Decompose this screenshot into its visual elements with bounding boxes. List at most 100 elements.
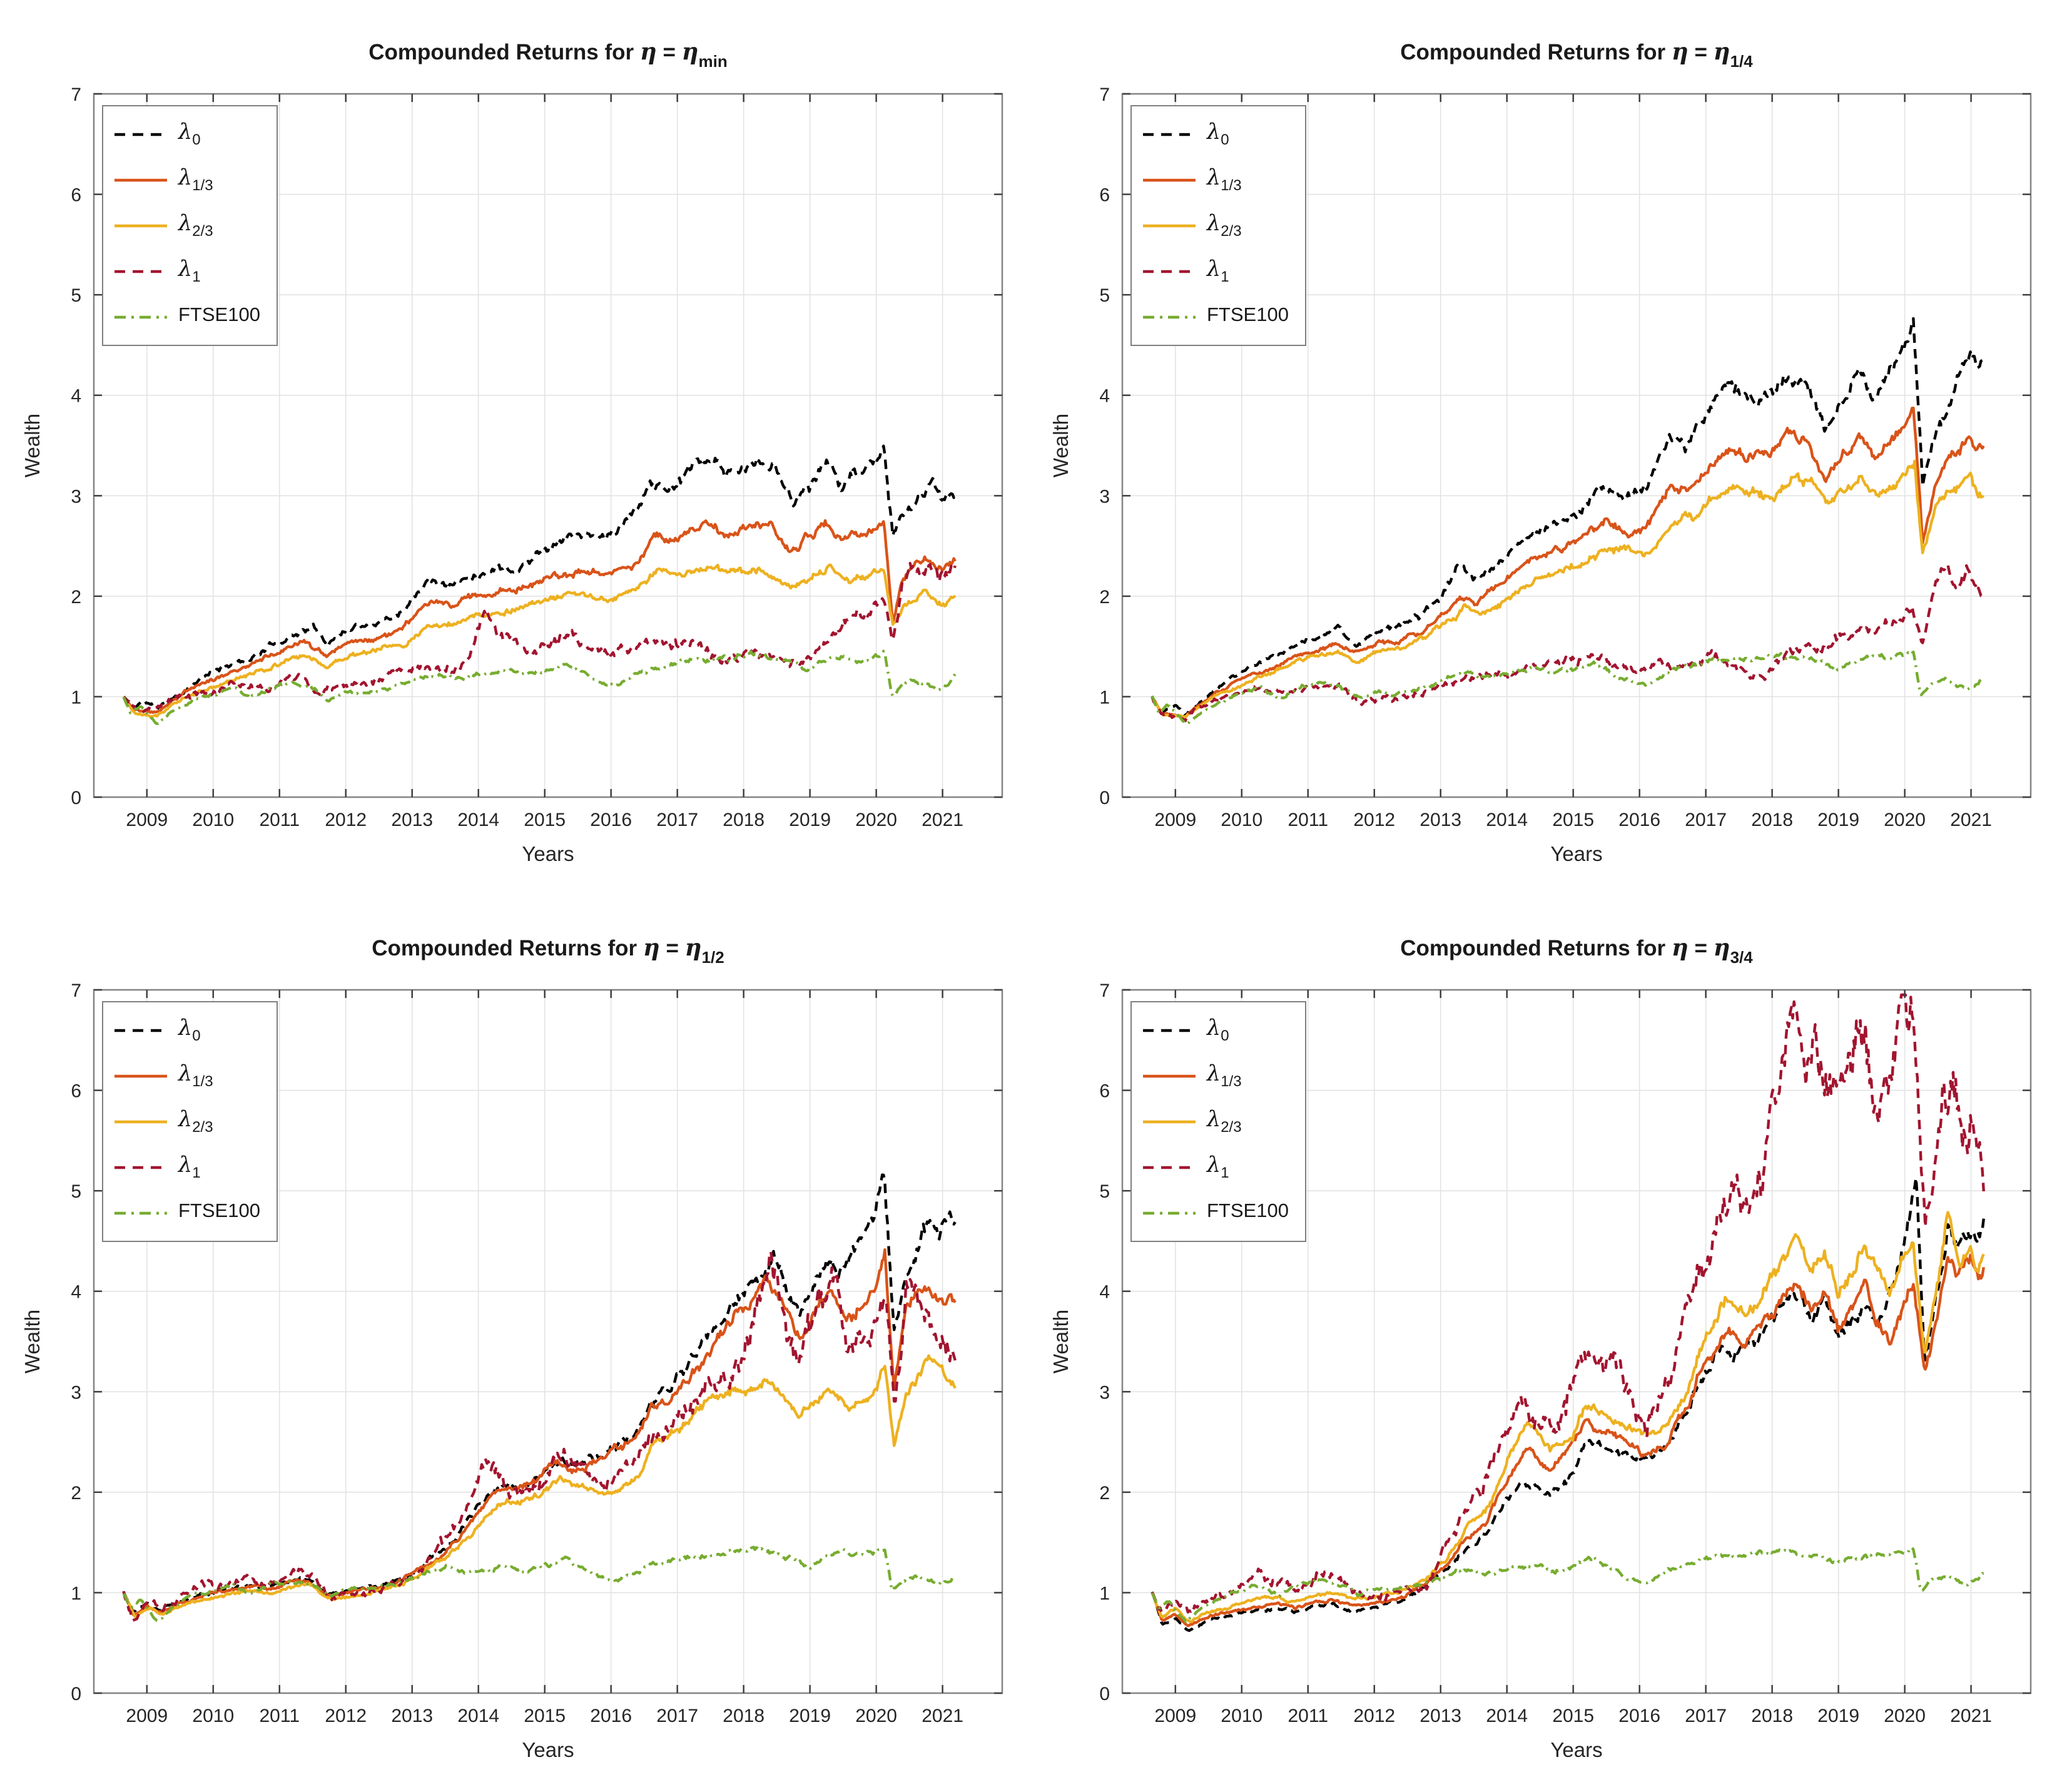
y-tick-label: 2 [1099, 1483, 1110, 1504]
grid-lines [94, 94, 1002, 797]
series-line-lambda_1 [122, 1250, 957, 1622]
legend-item-lambda_0: λ0 [1142, 111, 1289, 157]
x-tick-label: 2019 [1817, 1706, 1859, 1726]
series-line-lambda_0 [1150, 1176, 1985, 1632]
series-line-FTSE100 [1150, 1546, 1984, 1623]
x-tick-label: 2017 [656, 1706, 698, 1726]
legend-label-text: λ [1207, 1107, 1221, 1132]
x-tick-label: 2014 [457, 1706, 499, 1726]
series-line-FTSE100 [122, 649, 957, 725]
legend-label: FTSE100 [178, 1199, 260, 1227]
y-tick-label: 1 [1099, 1583, 1110, 1604]
x-tick-label: 2009 [126, 810, 168, 830]
legend-label: λ0 [178, 120, 201, 149]
x-tick-label: 2020 [1884, 1706, 1926, 1726]
x-tick-label: 2010 [1221, 1706, 1262, 1726]
legend-label-subscript: 1/3 [192, 177, 213, 194]
chart-title: Compounded Returns for η = ηmin [94, 38, 1002, 71]
x-tick-label: 2011 [1288, 1706, 1329, 1726]
x-axis-label: Years [1550, 842, 1603, 865]
y-tick-label: 3 [1099, 486, 1110, 507]
legend-label: λ0 [1207, 1016, 1229, 1045]
legend-label-text: λ [178, 1153, 193, 1178]
y-tick-label: 4 [71, 1282, 81, 1303]
y-tick-label: 5 [71, 1181, 81, 1202]
legend-line-sample [114, 1166, 167, 1169]
legend-label: FTSE100 [1207, 303, 1289, 331]
chart-panel-eta-1-4: 2009 2010 2011 2012 2013 2014 2015 2016 2017 2018… [1028, 0, 2057, 896]
plot-border [93, 989, 1003, 1694]
x-tick-label: 2010 [192, 1706, 234, 1726]
legend-label-text: λ [178, 120, 193, 145]
legend-label-subscript: 1 [192, 1164, 201, 1181]
legend-label-text: λ [1207, 1061, 1221, 1086]
legend-label-text: λ [178, 1061, 193, 1086]
series-lines [1150, 993, 1985, 1632]
legend-label-subscript: 1/3 [192, 1073, 213, 1090]
legend-line-sample [114, 1120, 167, 1123]
series-line-lambda_1_3 [122, 1248, 957, 1617]
title-text: Compounded Returns for [1400, 40, 1672, 64]
legend-label: λ1 [1207, 257, 1229, 286]
y-tick-label: 6 [71, 185, 81, 206]
legend-label-subscript: 0 [1221, 1027, 1229, 1044]
legend-label: λ0 [178, 1016, 201, 1045]
legend-item-lambda_1_3: λ1/3 [113, 1053, 260, 1099]
x-tick-label: 2019 [789, 1706, 831, 1726]
chart-panel-eta-3-4: 2009 2010 2011 2012 2013 2014 2015 2016 2017 2018… [1028, 896, 2057, 1792]
legend-item-lambda_1: λ1 [113, 1144, 260, 1190]
y-tick-label: 7 [1099, 980, 1110, 1001]
legend-item-lambda_2_3: λ2/3 [113, 203, 260, 248]
axis-ticks [1122, 989, 2031, 1694]
x-tick-label: 2012 [1353, 810, 1395, 830]
equals-sign: = [659, 936, 685, 960]
series-line-lambda_1_3 [123, 519, 957, 714]
legend-label: λ1/3 [178, 1061, 213, 1091]
x-tick-label: 2015 [524, 1706, 566, 1726]
title-text: Compounded Returns for [1400, 936, 1672, 960]
y-tick-label: 4 [1099, 386, 1110, 407]
x-tick-label: 2015 [1552, 1706, 1594, 1726]
x-tick-label: 2017 [656, 810, 698, 830]
legend-label: λ1/3 [178, 165, 213, 195]
x-tick-label: 2009 [126, 1706, 168, 1726]
legend-label-subscript: 1 [1221, 1164, 1229, 1181]
legend-label-subscript: 1/3 [1221, 1073, 1242, 1090]
legend-item-lambda_1: λ1 [1142, 248, 1289, 294]
legend-line-sample [1143, 1029, 1196, 1032]
legend-label-subscript: 0 [1221, 131, 1229, 148]
equals-sign: = [656, 40, 682, 64]
x-tick-label: 2011 [260, 810, 300, 830]
y-tick-label: 4 [71, 386, 81, 407]
legend-item-lambda_2_3: λ2/3 [113, 1099, 260, 1144]
legend-item-lambda_2_3: λ2/3 [1142, 1099, 1289, 1144]
chart-title: Compounded Returns for η = η3/4 [1122, 934, 2031, 967]
x-tick-label: 2021 [1950, 1706, 1992, 1726]
title-subscript: 3/4 [1730, 948, 1753, 967]
x-tick-label: 2014 [457, 810, 499, 830]
y-tick-label: 6 [71, 1081, 81, 1102]
legend-line-sample [114, 1211, 167, 1214]
legend-label-subscript: 1 [1221, 268, 1229, 285]
legend-line-sample [114, 315, 167, 318]
y-tick-label: 5 [1099, 1181, 1110, 1202]
y-tick-label: 6 [1099, 1081, 1110, 1102]
legend-label-subscript: 0 [192, 1027, 201, 1044]
legend-label-subscript: 2/3 [192, 223, 213, 240]
axis-ticks [94, 93, 1002, 798]
legend-label: λ2/3 [1207, 211, 1242, 240]
legend-label-text: λ [1207, 1016, 1221, 1041]
legend-label: λ1/3 [1207, 1061, 1242, 1091]
legend-label: λ2/3 [178, 211, 213, 240]
legend-item-lambda_1_3: λ1/3 [113, 157, 260, 203]
series-lines [1150, 317, 1985, 726]
chart-plot: 2009 2010 2011 2012 2013 2014 2015 2016 2017 2018… [1099, 980, 2032, 1726]
legend-label: FTSE100 [178, 303, 260, 331]
x-axis-label: Years [1550, 1738, 1603, 1761]
chart-panel-eta-min: 2009 2010 2011 2012 2013 2014 2015 2016 2017 2018… [0, 0, 1028, 896]
legend-label: λ1 [1207, 1153, 1229, 1182]
series-line-FTSE100 [122, 1545, 956, 1622]
eta-symbol: η [1713, 38, 1730, 65]
title-text: Compounded Returns for [372, 936, 643, 960]
